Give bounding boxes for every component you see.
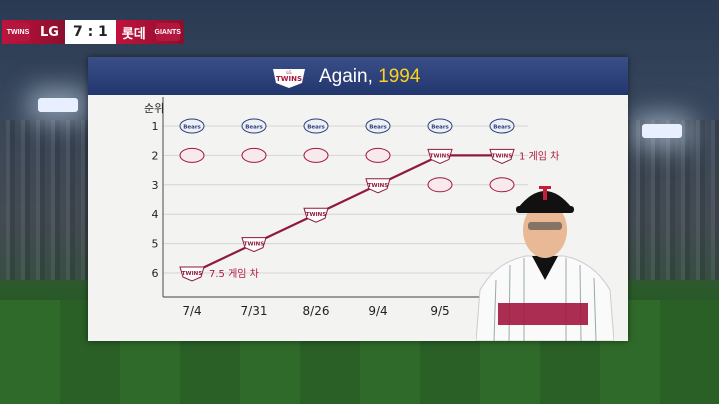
bears-logo-icon-shape: [241, 118, 267, 134]
twins-logo-icon: [427, 148, 453, 164]
bears-logo-icon-shape: [489, 118, 515, 134]
y-axis-label: 순위: [144, 102, 164, 115]
giants-logo-icon: [365, 147, 391, 163]
twins-logo-icon: [365, 178, 391, 194]
bears-logo-icon: Bears: [241, 118, 267, 134]
annotation-label: 7.5 게임 차: [209, 267, 259, 280]
giants-logo-icon: [241, 147, 267, 163]
twins-data-point: TWINS: [489, 148, 515, 164]
giants-logo-icon: [427, 177, 453, 193]
data-point-label: TWINS: [368, 183, 388, 189]
twins-logo-icon: LG TWINS: [273, 69, 305, 88]
scorebug-away: 롯데 GIANTS: [115, 20, 184, 44]
y-tick-label: 4: [152, 208, 159, 221]
twins-data-point: TWINS: [241, 237, 267, 253]
twins-data-point: TWINS: [179, 266, 205, 282]
twins-data-point: TWINS: [365, 178, 391, 194]
giants-logo-icon-shape: [489, 177, 515, 193]
data-point-label: TWINS: [182, 271, 202, 277]
giants-logo-icon-shape: [427, 177, 453, 193]
bears-logo-icon: Bears: [427, 118, 453, 134]
x-tick-label: 9/5: [430, 304, 449, 318]
home-team-name: LG: [40, 24, 59, 40]
bears-logo-icon-text: Bears: [431, 125, 449, 131]
twins-logo-icon: [489, 148, 515, 164]
y-tick-label: 3: [152, 179, 159, 192]
bears-logo-icon-text: Bears: [307, 125, 325, 131]
twins-data-point: TWINS: [427, 148, 453, 164]
x-tick-label: 7/4: [182, 304, 201, 318]
bears-logo-icon-shape: [179, 118, 205, 134]
y-tick-label: 5: [152, 238, 159, 251]
giants-logo-icon: [179, 147, 205, 163]
twins-data-point: TWINS: [303, 207, 329, 223]
y-tick-label: 2: [152, 149, 159, 162]
data-point-label: TWINS: [492, 153, 512, 159]
stadium-light: [38, 98, 78, 112]
svg-text:TWINS: TWINS: [276, 75, 302, 83]
bears-logo-icon-shape: [303, 118, 329, 134]
y-tick-label: 1: [152, 120, 159, 133]
giants-logo-icon-shape: [179, 147, 205, 163]
title-prefix: Again,: [319, 66, 379, 87]
data-point-label: TWINS: [306, 212, 326, 218]
data-point-label: TWINS: [430, 153, 450, 159]
giants-logo-icon: [303, 147, 329, 163]
stadium-light: [642, 124, 682, 138]
data-point-label: TWINS: [244, 242, 264, 248]
bears-logo-icon-text: Bears: [183, 125, 201, 131]
chart-header: LG TWINS Again, 1994: [88, 57, 628, 95]
manager-photo: [476, 186, 614, 341]
bears-logo-icon-text: Bears: [369, 125, 387, 131]
giants-logo-icon: GIANTS: [155, 23, 181, 41]
title-year: 1994: [378, 66, 421, 87]
scorebug-home: TWINS LG: [2, 20, 65, 44]
away-team-name: 롯데: [121, 26, 146, 42]
x-tick-label: 8/26: [303, 304, 330, 318]
annotation-label: 1 게임 차: [519, 149, 559, 162]
giants-logo-icon-shape: [241, 147, 267, 163]
bears-logo-icon: Bears: [303, 118, 329, 134]
bears-logo-icon-text: Bears: [245, 125, 263, 131]
twins-logo-icon: TWINS: [6, 23, 30, 41]
chart-title: Again, 1994: [319, 66, 420, 88]
chart-panel: LG TWINS Again, 1994 Bears Bears Bears Bear…: [88, 57, 628, 341]
score: 7 : 1: [64, 20, 116, 44]
twins-logo-icon: [179, 266, 205, 282]
x-tick-label: 9/4: [368, 304, 387, 318]
bears-logo-icon: Bears: [179, 118, 205, 134]
giants-logo-icon: [489, 177, 515, 193]
svg-text:LG: LG: [286, 70, 291, 75]
bears-logo-icon: Bears: [489, 118, 515, 134]
bears-logo-icon-shape: [427, 118, 453, 134]
bears-logo-icon: Bears: [365, 118, 391, 134]
twins-logo-icon: [241, 237, 267, 253]
bears-logo-icon-text: Bears: [493, 125, 511, 131]
giants-logo-icon-shape: [365, 147, 391, 163]
x-tick-label: 7/31: [241, 304, 268, 318]
twins-logo-icon: [303, 207, 329, 223]
bears-logo-icon-shape: [365, 118, 391, 134]
y-tick-label: 6: [152, 267, 159, 280]
giants-logo-icon-shape: [303, 147, 329, 163]
scorebug: TWINS LG 7 : 1 롯데 GIANTS: [2, 19, 184, 45]
